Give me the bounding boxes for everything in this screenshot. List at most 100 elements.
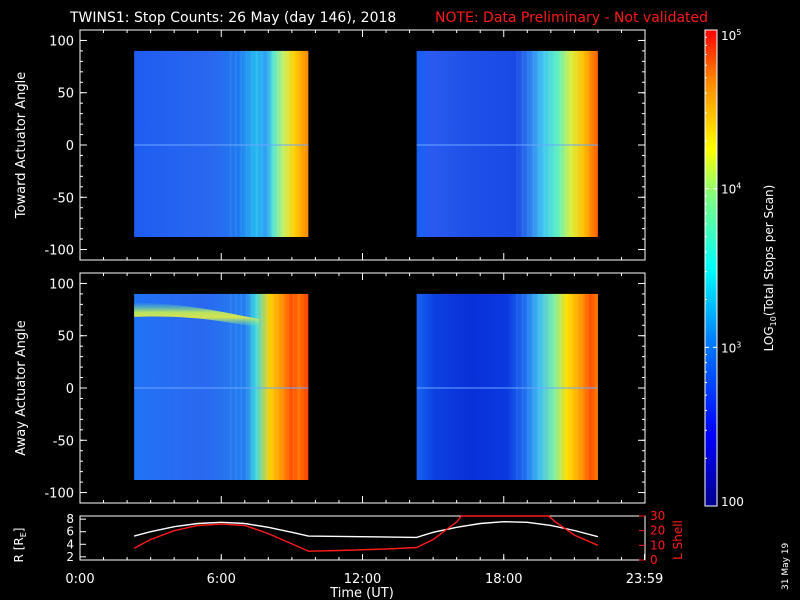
colorbar-tick-label: 104 (721, 182, 741, 197)
heatmap-streak (297, 50, 300, 238)
heatmap-streak (256, 293, 258, 480)
r-tick-label: 4 (66, 537, 74, 551)
lshell-line (133, 515, 599, 552)
away-heatmap (134, 293, 598, 480)
heatmap-streak (276, 50, 279, 238)
heatmap-streak (559, 50, 562, 238)
x-tick-label: 0:00 (65, 572, 94, 587)
heatmap-streak (559, 293, 562, 480)
heatmap-streak (229, 293, 232, 480)
y-tick-label: -100 (44, 487, 74, 502)
heatmap-streak (532, 50, 535, 238)
heatmap-streak (256, 50, 258, 238)
zero-angle-line (134, 144, 309, 146)
heatmap-streak (554, 293, 556, 480)
chart-title: TWINS1: Stop Counts: 26 May (day 146), 2… (69, 10, 396, 26)
colorbar (704, 29, 718, 507)
heatmap-streak (521, 293, 524, 480)
lshell-tick-label: 30 (650, 509, 665, 523)
heatmap-streak (245, 50, 248, 238)
r-line (133, 520, 599, 539)
heatmap-streak (548, 50, 551, 238)
y-tick-label: 50 (57, 330, 74, 345)
heatmap-streak (282, 50, 284, 238)
heatmap-streak (576, 50, 578, 238)
heatmap-streak (276, 293, 279, 480)
preliminary-note: NOTE: Data Preliminary - Not validated (435, 10, 708, 26)
zero-angle-line (416, 387, 598, 389)
heatmap-streak (532, 293, 535, 480)
heatmap-streak (581, 50, 584, 238)
colorbar-tick-label: 103 (721, 340, 741, 355)
heatmap-streak (266, 50, 269, 238)
heatmap-window-2 (416, 293, 598, 480)
x-tick-label: 23:59 (626, 572, 663, 587)
heatmap-streak (538, 293, 540, 480)
heatmap-streak (581, 293, 584, 480)
orbit-panel-frame (79, 515, 646, 561)
y-tick-label: 100 (49, 34, 74, 49)
lshell-tick-label: 20 (650, 524, 665, 538)
date-stamp: 31 May 19 (781, 542, 791, 590)
r-tick-label: 8 (66, 512, 74, 526)
heatmap-streak (576, 293, 578, 480)
r-axis-label: R [RE] (12, 528, 28, 563)
y-tick-label: 100 (49, 277, 74, 292)
away-ylabel: Away Actuator Angle (14, 320, 29, 455)
heatmap-window-1 (134, 293, 309, 480)
heatmap-streak (527, 293, 529, 480)
heatmap-streak (565, 50, 567, 238)
zero-angle-line (416, 144, 598, 146)
x-tick-label: 12:00 (344, 572, 381, 587)
heatmap-streak (521, 50, 524, 238)
y-tick-label: -50 (53, 191, 74, 206)
lshell-tick-label: 0 (650, 553, 658, 567)
y-tick-label: -100 (44, 244, 74, 259)
r-tick-label: 2 (66, 550, 74, 564)
y-tick-label: 50 (57, 87, 74, 102)
x-tick-label: 6:00 (207, 572, 236, 587)
y-tick-label: -50 (53, 434, 74, 449)
heatmap-streak (235, 50, 237, 238)
x-tick-label: 18:00 (485, 572, 522, 587)
heatmap-window-1 (134, 50, 309, 238)
heatmap-streak (587, 293, 589, 480)
toward-heatmap (134, 50, 598, 238)
colorbar-label: LOG10(Total Stops per Scan) (762, 185, 778, 352)
colorbar-tick-label: 100 (721, 495, 744, 509)
toward-ylabel: Toward Actuator Angle (14, 72, 29, 219)
zero-angle-line (134, 387, 309, 389)
high-count-band (134, 302, 260, 328)
heatmap-streak (587, 50, 589, 238)
heatmap-streak (543, 50, 546, 238)
heatmap-streak (266, 293, 269, 480)
y-tick-label: 0 (66, 382, 74, 397)
heatmap-streak (538, 50, 540, 238)
colorbar-tick-label: 105 (721, 28, 741, 43)
heatmap-streak (527, 50, 529, 238)
heatmap-streak (554, 50, 556, 238)
heatmap-streak (516, 293, 518, 480)
heatmap-streak (282, 293, 284, 480)
heatmap-streak (261, 293, 263, 480)
heatmap-streak (229, 50, 232, 238)
heatmap-window-2 (416, 50, 598, 238)
heatmap-streak (570, 50, 573, 238)
heatmap-streak (287, 50, 289, 238)
heatmap-streak (543, 293, 546, 480)
heatmap-streak (548, 293, 551, 480)
heatmap-streak (235, 293, 237, 480)
heatmap-streak (570, 293, 573, 480)
heatmap-streak (271, 293, 274, 480)
heatmap-streak (240, 50, 242, 238)
heatmap-streak (292, 50, 295, 238)
heatmap-streak (271, 50, 274, 238)
heatmap-streak (297, 293, 300, 480)
lshell-axis-label: L Shell (671, 520, 685, 560)
axes: 100500-50-100100500-50-100864230201000:0… (44, 30, 665, 587)
heatmap-streak (287, 293, 289, 480)
orbit-lines (133, 515, 599, 552)
y-tick-label: 0 (66, 139, 74, 154)
heatmap-streak (516, 50, 518, 238)
